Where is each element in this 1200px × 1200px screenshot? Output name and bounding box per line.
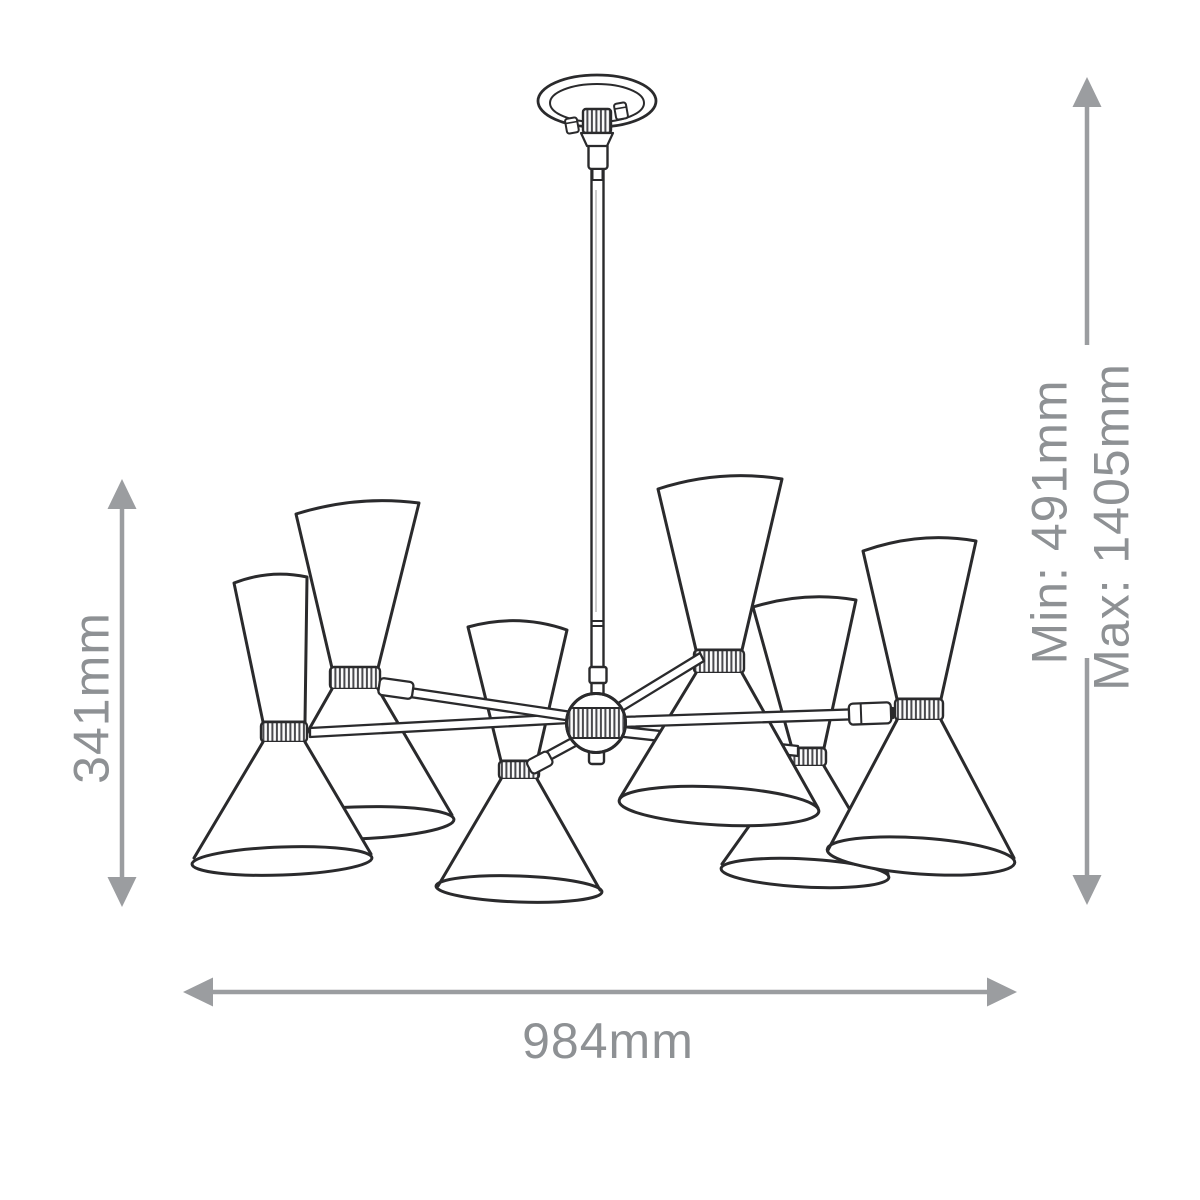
shade-right-center (617, 474, 821, 828)
hub-knurled-band (568, 707, 624, 739)
dimension-drop-height: Min: 491mm Max: 1405mm (1022, 77, 1140, 905)
arms (308, 651, 895, 775)
dimension-width: 984mm (183, 977, 1017, 1069)
arrow-up-icon (107, 479, 137, 509)
dimension-label-max-drop: Max: 1405mm (1084, 363, 1140, 691)
knurled-band (893, 697, 945, 722)
ceiling-canopy (536, 73, 658, 148)
shade-front-center-upper-cone (466, 619, 569, 763)
canopy-knurled-nut (581, 107, 613, 135)
down-rod (587, 141, 609, 696)
arm-coupler (847, 701, 893, 726)
dimension-body-height: 341mm (64, 479, 137, 907)
canopy-screw (564, 116, 580, 135)
arrow-up-icon (1072, 77, 1102, 107)
arm-coupler (377, 677, 415, 700)
dimension-label-body-height: 341mm (64, 612, 120, 784)
shade-front-center (434, 750, 604, 904)
knurled-band (328, 665, 382, 691)
rod-collar (588, 665, 608, 685)
arrow-down-icon (107, 877, 137, 907)
rod-neck (591, 168, 604, 181)
shade-far-right (825, 536, 1017, 877)
rod-joint (591, 620, 604, 627)
knurled-band (259, 720, 309, 744)
shade-far-left (190, 572, 374, 877)
arm-coupler (525, 750, 554, 775)
dimension-label-min-drop: Min: 491mm (1022, 379, 1078, 664)
arrow-right-icon (987, 977, 1017, 1007)
canopy-screw (613, 101, 629, 121)
arrow-left-icon (183, 977, 213, 1007)
dimension-label-width: 984mm (522, 1013, 694, 1069)
canopy-neck (579, 131, 615, 148)
arrow-down-icon (1072, 875, 1102, 905)
central-hub (565, 692, 627, 766)
